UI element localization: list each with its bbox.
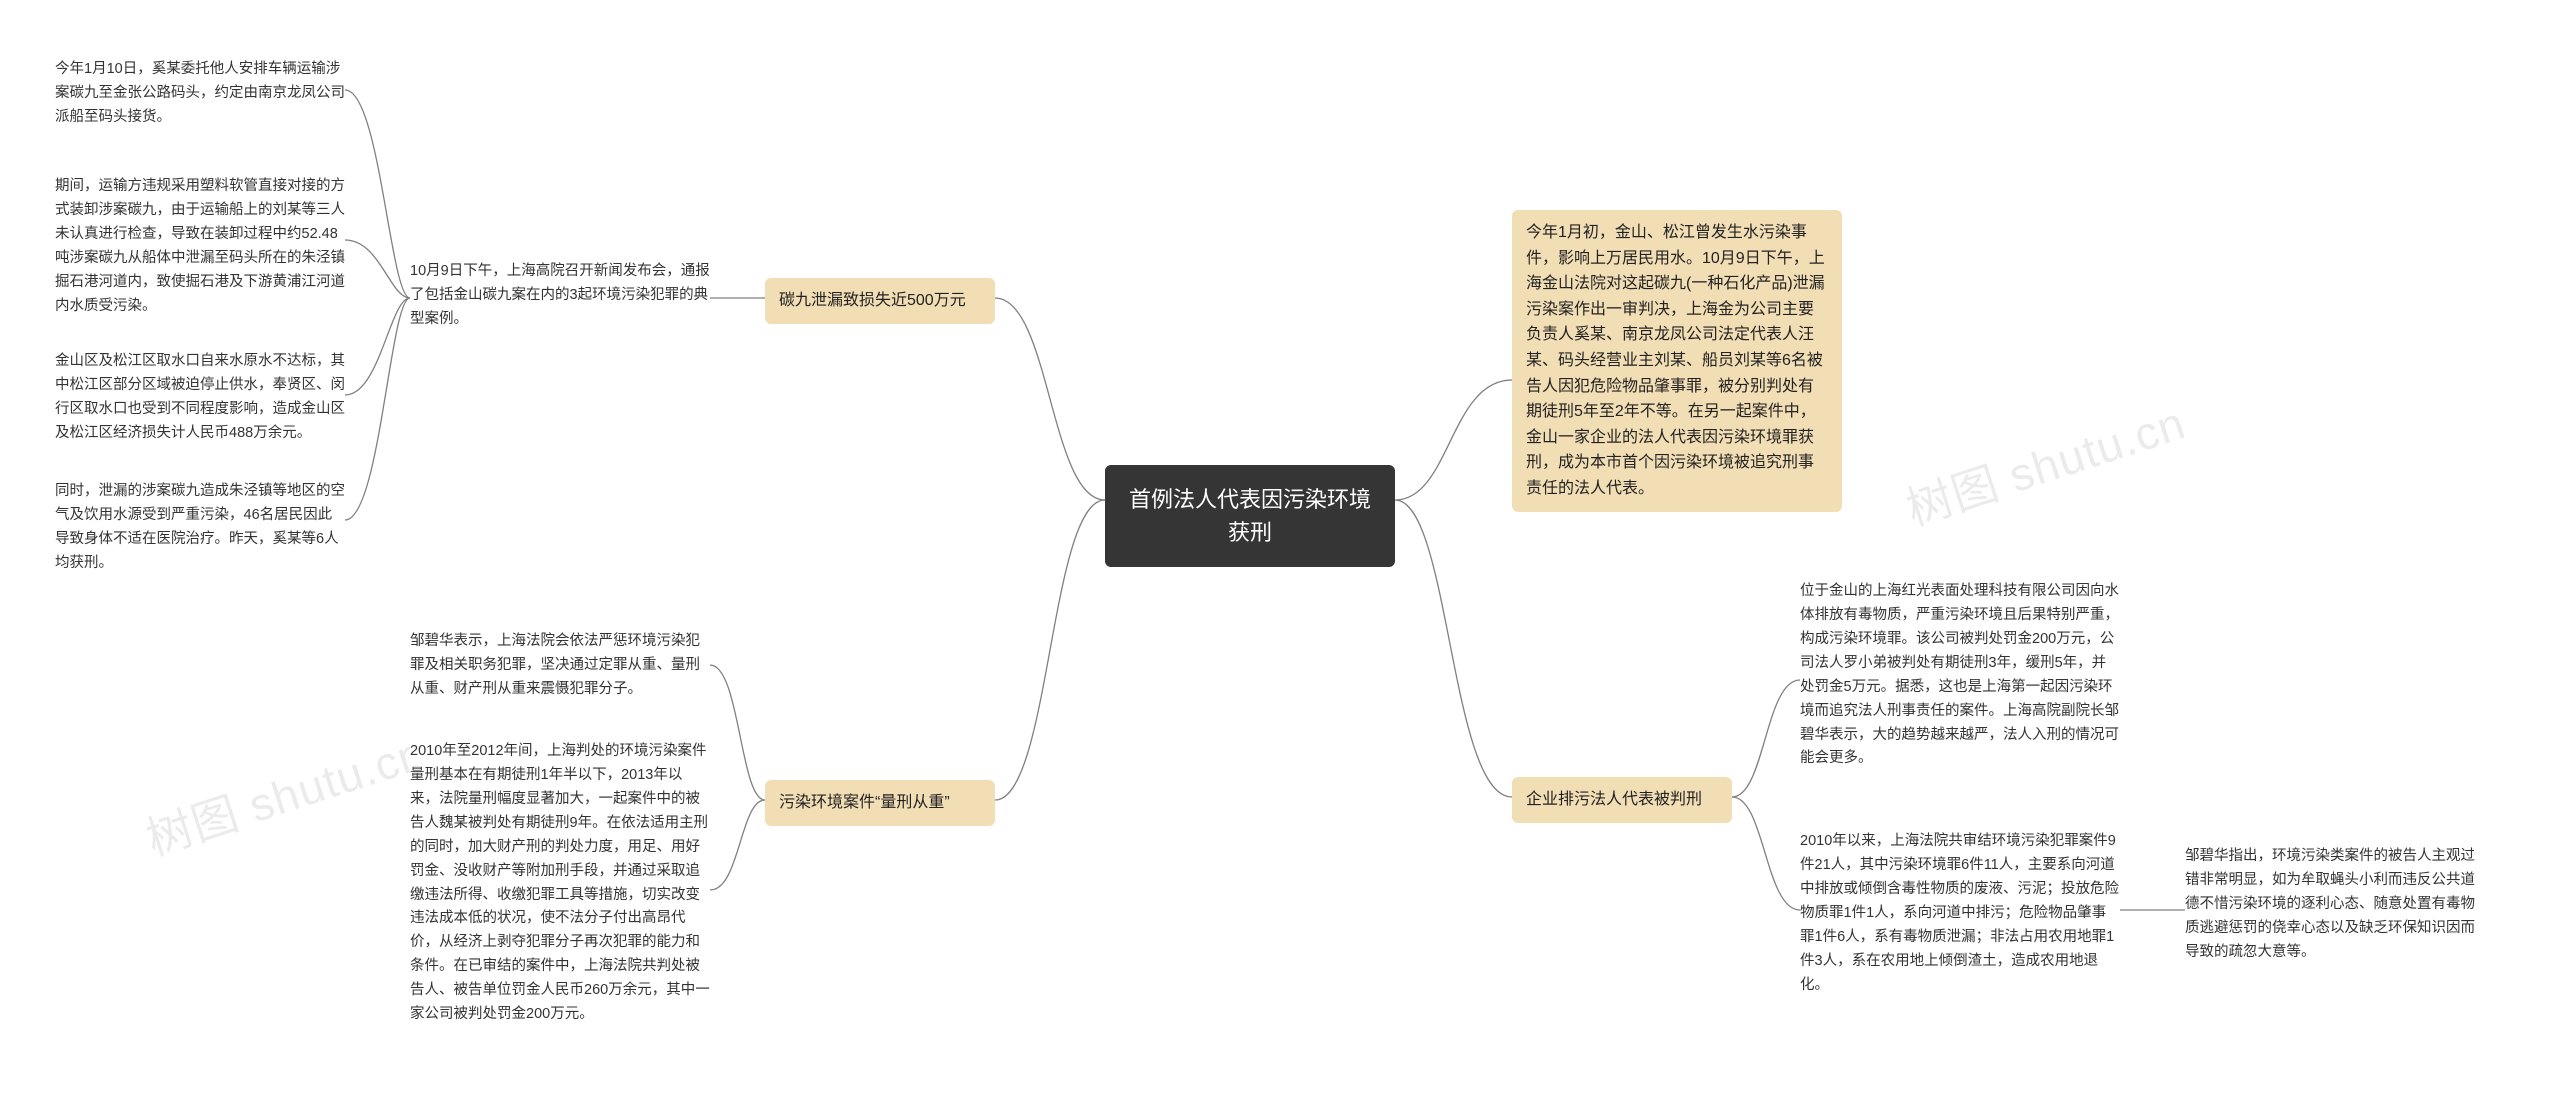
left-branch-c9leak[interactable]: 碳九泄漏致损失近500万元 [765,278,995,324]
left-leaf: 2010年至2012年间，上海判处的环境污染案件量刑基本在有期徒刑1年半以下，2… [410,740,710,1027]
left-leaf: 同时，泄漏的涉案碳九造成朱泾镇等地区的空气及饮用水源受到严重污染，46名居民因此… [55,480,345,576]
right-leaf-grandchild: 邹碧华指出，环境污染类案件的被告人主观过错非常明显，如为牟取蝇头小利而违反公共道… [2185,845,2485,965]
right-intro[interactable]: 今年1月初，金山、松江曾发生水污染事件，影响上万居民用水。10月9日下午，上海金… [1512,210,1842,512]
left-branch1-mid: 10月9日下午，上海高院召开新闻发布会，通报了包括金山碳九案在内的3起环境污染犯… [410,260,710,332]
watermark: 树图 shutu.cn [1897,387,2193,539]
watermark: 树图 shutu.cn [137,717,433,869]
right-branch-enterprise[interactable]: 企业排污法人代表被判刑 [1512,777,1732,823]
right-leaf: 2010年以来，上海法院共审结环境污染犯罪案件9件21人，其中污染环境罪6件11… [1800,830,2120,997]
left-leaf: 金山区及松江区取水口自来水原水不达标，其中松江区部分区域被迫停止供水，奉贤区、闵… [55,350,345,446]
center-topic[interactable]: 首例法人代表因污染环境获刑 [1105,465,1395,567]
left-leaf: 邹碧华表示，上海法院会依法严惩环境污染犯罪及相关职务犯罪，坚决通过定罪从重、量刑… [410,630,710,702]
left-leaf: 今年1月10日，奚某委托他人安排车辆运输涉案碳九至金张公路码头，约定由南京龙凤公… [55,58,345,130]
left-branch-sentencing[interactable]: 污染环境案件“量刑从重” [765,780,995,826]
right-leaf: 位于金山的上海红光表面处理科技有限公司因向水体排放有毒物质，严重污染环境且后果特… [1800,580,2120,771]
left-leaf: 期间，运输方违规采用塑料软管直接对接的方式装卸涉案碳九，由于运输船上的刘某等三人… [55,175,345,319]
